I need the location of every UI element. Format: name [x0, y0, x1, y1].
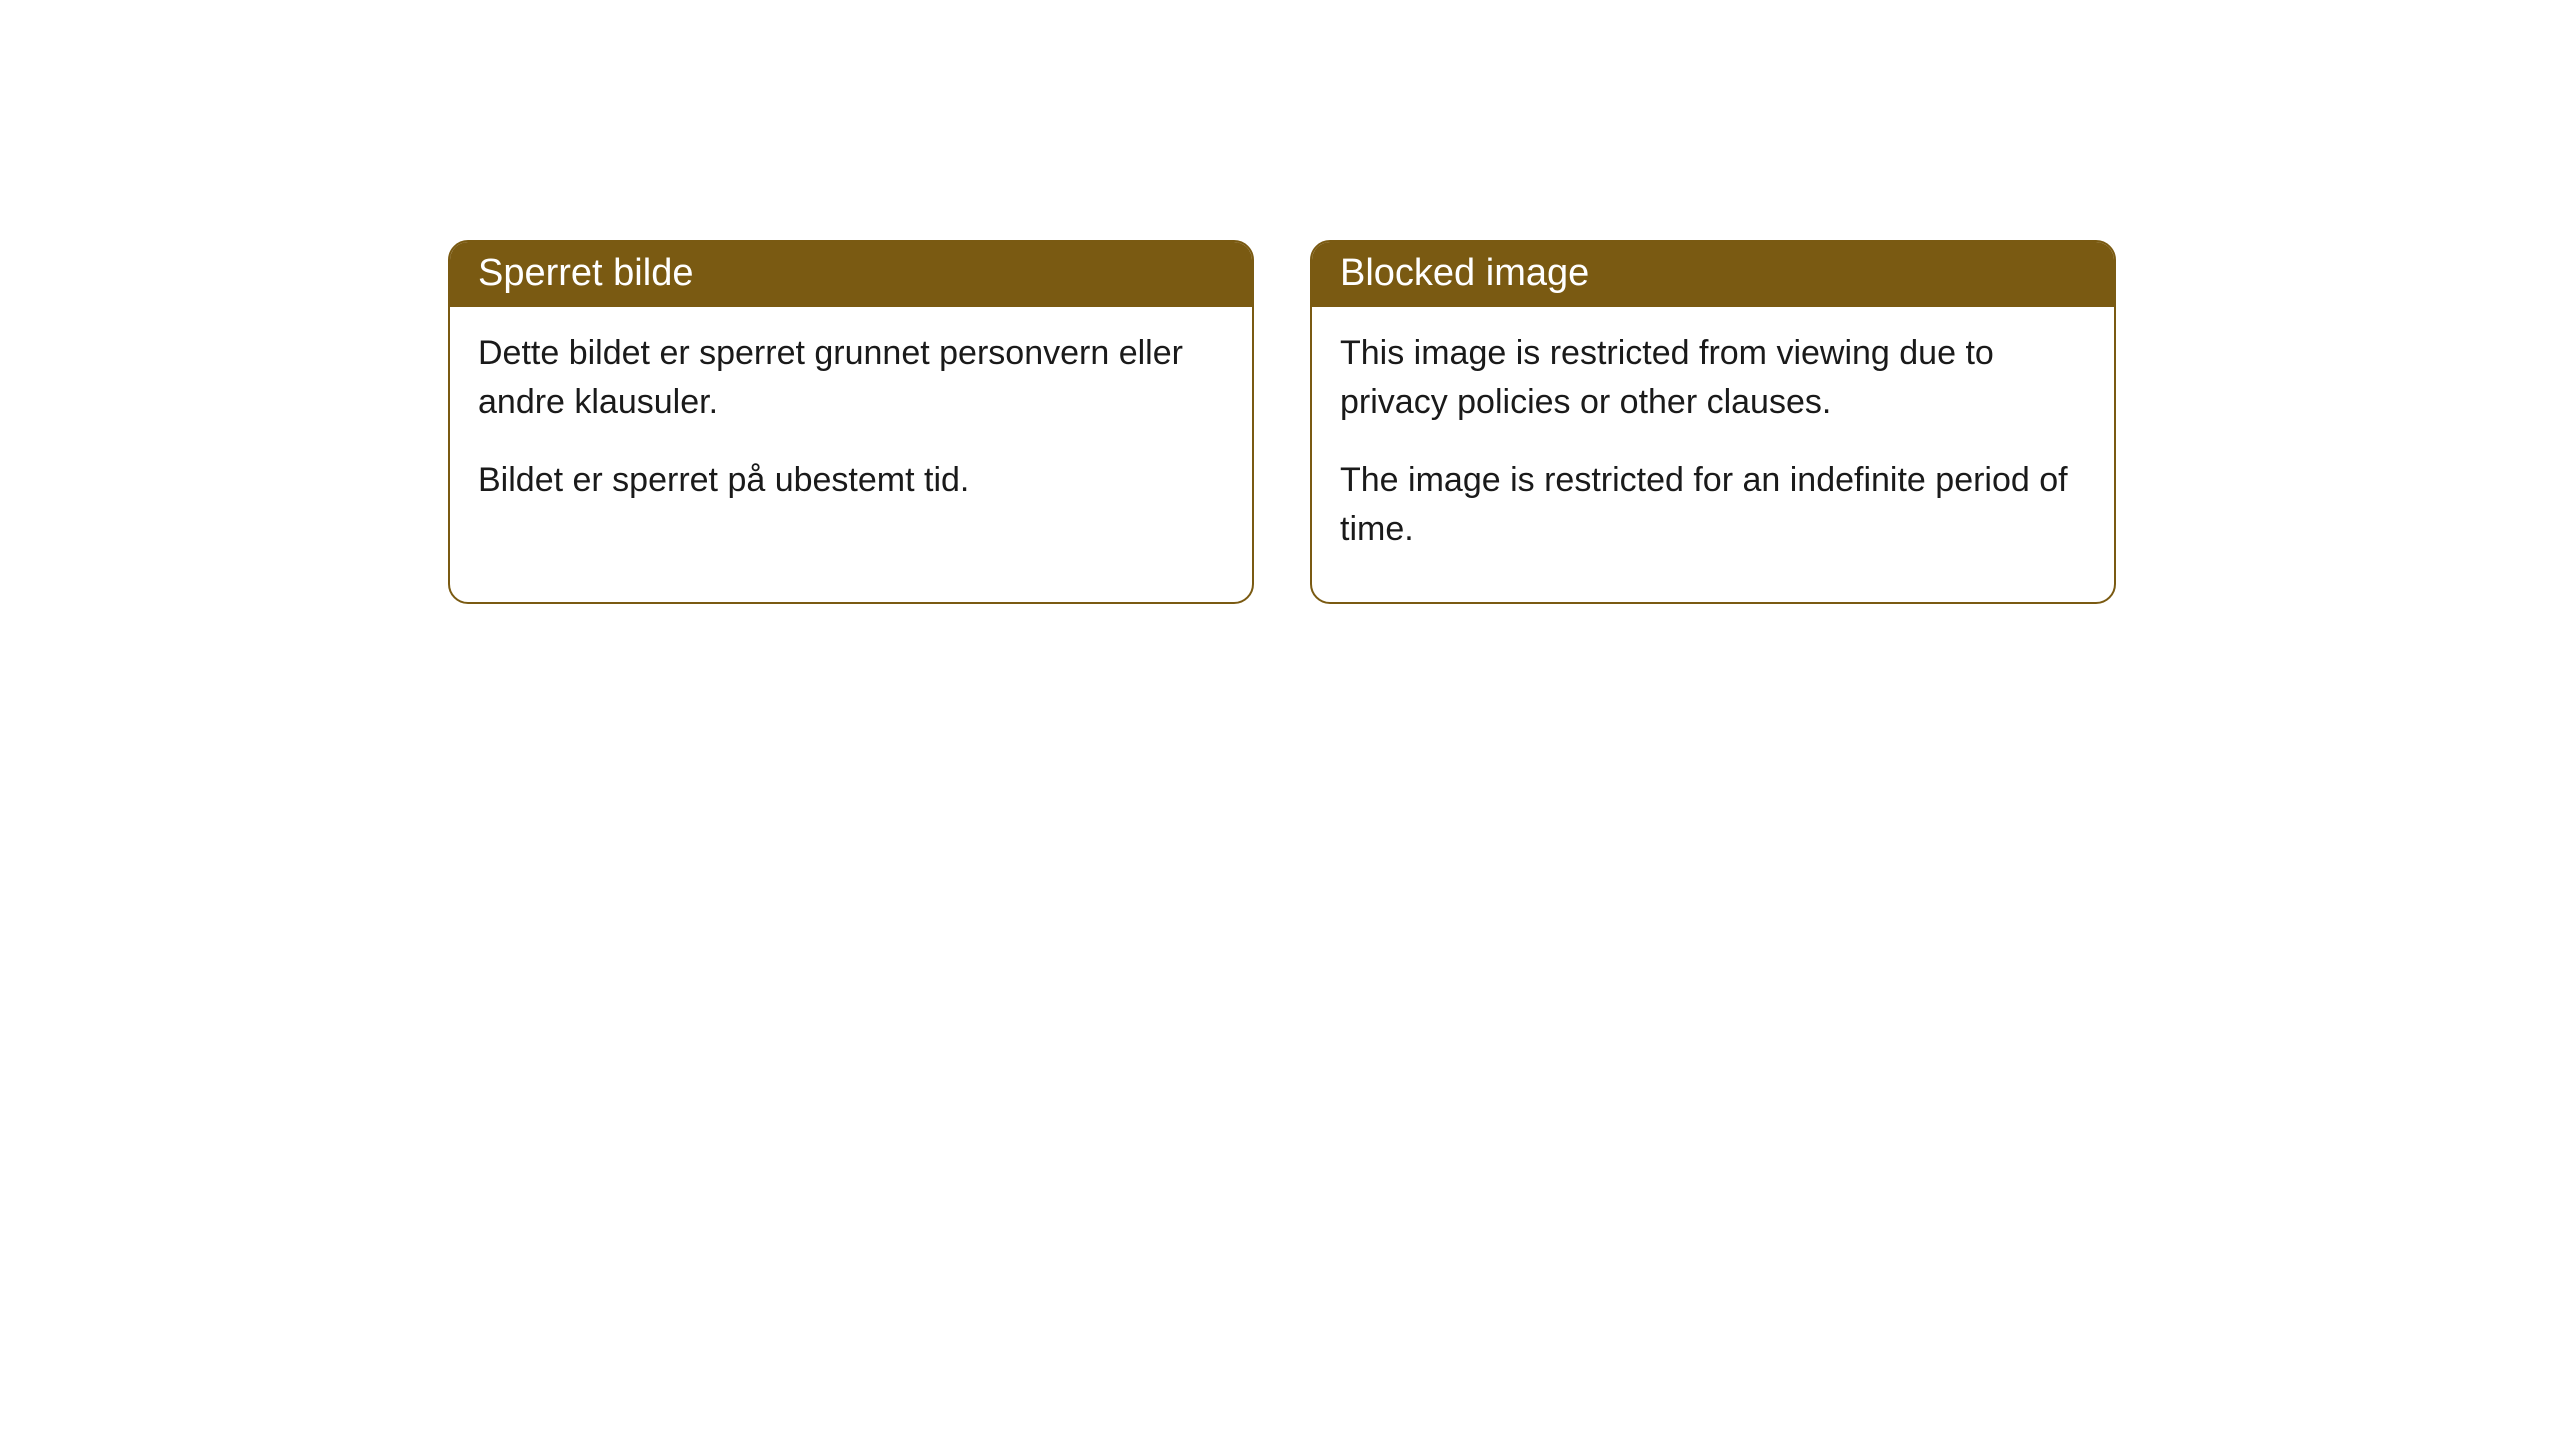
- card-title-english: Blocked image: [1312, 242, 2114, 307]
- card-paragraph-2-english: The image is restricted for an indefinit…: [1340, 456, 2086, 555]
- card-body-norwegian: Dette bildet er sperret grunnet personve…: [450, 307, 1252, 553]
- card-paragraph-1-norwegian: Dette bildet er sperret grunnet personve…: [478, 329, 1224, 428]
- notice-cards-container: Sperret bilde Dette bildet er sperret gr…: [0, 0, 2560, 604]
- card-title-norwegian: Sperret bilde: [450, 242, 1252, 307]
- card-paragraph-1-english: This image is restricted from viewing du…: [1340, 329, 2086, 428]
- card-body-english: This image is restricted from viewing du…: [1312, 307, 2114, 602]
- blocked-image-card-english: Blocked image This image is restricted f…: [1310, 240, 2116, 604]
- blocked-image-card-norwegian: Sperret bilde Dette bildet er sperret gr…: [448, 240, 1254, 604]
- card-paragraph-2-norwegian: Bildet er sperret på ubestemt tid.: [478, 456, 1224, 505]
